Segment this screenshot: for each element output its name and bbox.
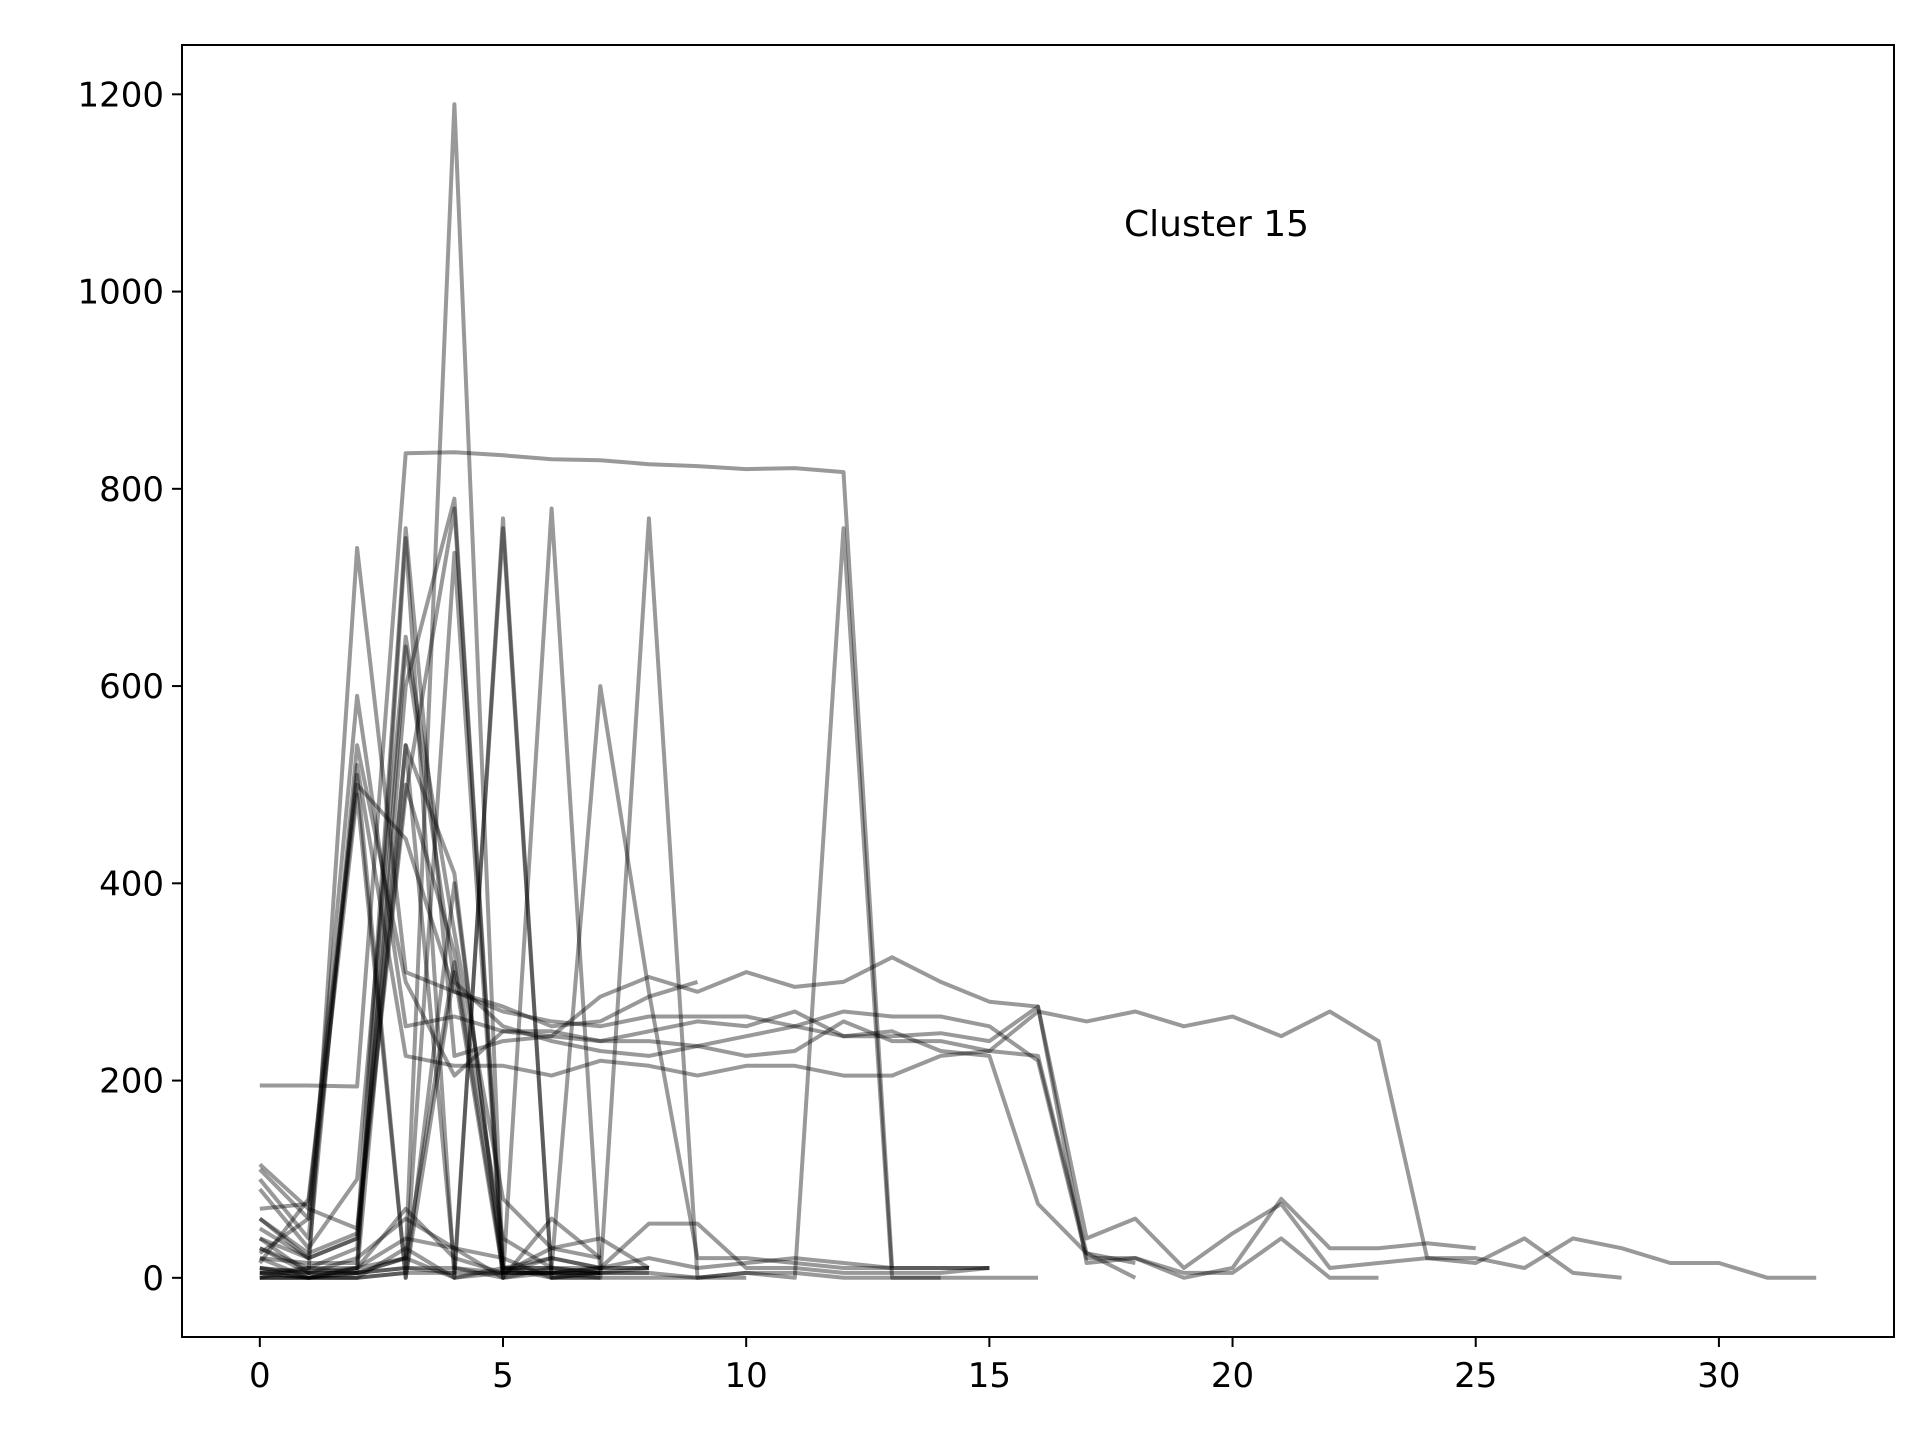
y-tick-label: 1200 [77, 75, 164, 115]
x-axis: 0 5 10 15 20 25 30 [249, 1337, 1741, 1396]
plot-frame [181, 44, 1895, 1338]
series-line-7 [259, 526, 1137, 1280]
series-line-24 [258, 792, 601, 1280]
series-line-17 [259, 684, 990, 1280]
y-tick-label: 200 [99, 1062, 164, 1102]
y-tick-label: 1000 [77, 273, 164, 313]
x-tick-label: 15 [968, 1356, 1011, 1396]
y-axis: 0 200 400 600 800 1000 1200 [77, 75, 182, 1299]
x-tick-label: 10 [725, 1356, 768, 1396]
series-line-21 [258, 634, 650, 1270]
x-tick-label: 5 [492, 1356, 514, 1396]
series-layer [258, 102, 1817, 1280]
y-tick-label: 600 [99, 667, 164, 707]
series-line-18 [258, 516, 747, 1280]
series-line-6 [259, 782, 1379, 1280]
series-line-12 [258, 506, 990, 1275]
series-line-4 [258, 763, 1817, 1280]
series-line-5 [258, 743, 1476, 1280]
series-line-15 [259, 526, 601, 1280]
y-tick-label: 400 [99, 864, 164, 904]
series-line-11 [259, 102, 1038, 1280]
series-line-2 [259, 546, 699, 1275]
series-line-26 [259, 1206, 601, 1275]
series-line-14 [259, 516, 649, 1280]
series-line-27 [259, 743, 601, 1275]
x-tick-label: 30 [1697, 1356, 1740, 1396]
series-line-16 [259, 506, 650, 1280]
series-line-13 [259, 550, 649, 1280]
series-line-19 [259, 526, 941, 1280]
y-tick-label: 800 [99, 470, 164, 510]
y-tick-label: 0 [142, 1259, 164, 1299]
series-line-10 [259, 496, 990, 1280]
series-line-1 [259, 450, 895, 1269]
series-line-8 [259, 536, 649, 1280]
x-tick-label: 20 [1211, 1356, 1254, 1396]
series-line-20 [258, 743, 602, 1280]
series-line-25 [258, 960, 601, 1275]
series-line-3 [258, 693, 1622, 1280]
series-line-23 [258, 772, 601, 1280]
x-tick-label: 25 [1454, 1356, 1497, 1396]
x-tick-label: 0 [249, 1356, 271, 1396]
cluster-annotation: Cluster 15 [1124, 204, 1309, 245]
series-line-22 [258, 782, 601, 1275]
series-line-28 [259, 1270, 601, 1280]
series-line-9 [259, 644, 1136, 1265]
